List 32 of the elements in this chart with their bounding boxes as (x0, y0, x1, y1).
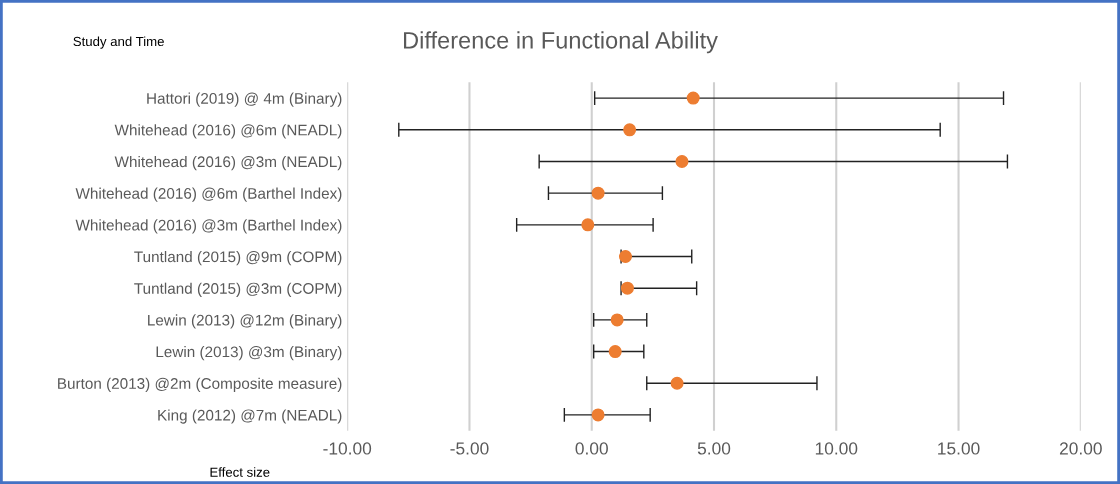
y-tick-label: Tuntland (2015) @9m (COPM) (134, 250, 342, 266)
x-tick-label: 10.00 (815, 442, 858, 455)
y-tick-label: King (2012) @7m (NEADL) (158, 409, 342, 424)
point (610, 313, 624, 327)
point (591, 408, 605, 422)
point (608, 345, 622, 359)
x-tick-label: 15.00 (938, 442, 980, 455)
chart-title: Difference in Functional Ability (404, 31, 718, 54)
point (670, 376, 684, 390)
point (618, 250, 632, 264)
point (686, 91, 700, 105)
y-tick-label: Whitehead (2016) @3m (NEADL) (114, 155, 342, 171)
x-tick-label: -10.00 (323, 442, 372, 455)
y-tick-label: Lewin (2013) @3m (Binary) (156, 346, 342, 361)
y-tick-label: Whitehead (2016) @3m (Barthel Index) (75, 219, 342, 234)
y-tick-label: Lewin (2013) @12m (Binary) (148, 314, 342, 329)
y-tick-label: Burton (2013) @2m (Composite measure) (58, 377, 342, 392)
x-axis-title: Effect size (210, 467, 270, 477)
point (675, 154, 689, 168)
y-tick-label: Whitehead (2016) @6m (NEADL) (114, 124, 342, 139)
point (620, 281, 634, 295)
x-tick-label: 0.00 (575, 442, 608, 455)
y-tick-label: Tuntland (2015) @3m (COPM) (134, 282, 342, 297)
y-axis-title: Study and Time (73, 36, 164, 49)
point (623, 123, 637, 137)
y-tick-label: Whitehead (2016) @6m (Barthel Index) (75, 187, 342, 202)
point (581, 218, 595, 232)
x-tick-label: 20.00 (1059, 442, 1102, 455)
point (591, 186, 605, 200)
x-tick-label: -5.00 (450, 442, 489, 455)
y-tick-label: Hattori (2019) @ 4m (Binary) (147, 92, 342, 107)
x-tick-label: 5.00 (697, 442, 731, 455)
